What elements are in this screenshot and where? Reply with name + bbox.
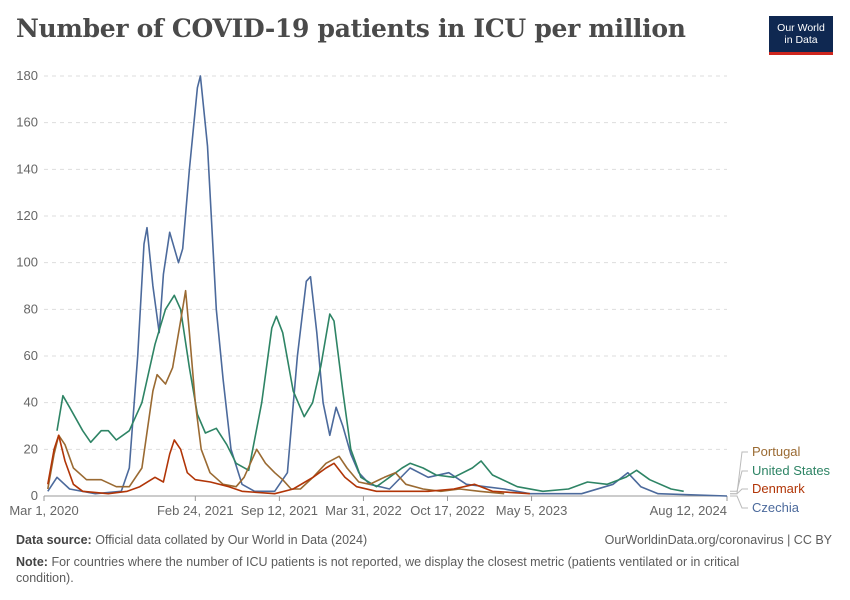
legend-label-denmark[interactable]: Denmark (752, 481, 805, 496)
owid-logo[interactable]: Our World in Data (769, 16, 833, 55)
legend-connector (730, 451, 748, 495)
y-tick-label: 80 (24, 301, 38, 316)
y-tick-label: 40 (24, 395, 38, 410)
x-tick-label: May 5, 2023 (496, 503, 568, 518)
logo-line-1: Our World (777, 22, 825, 34)
chart-note: Note: For countries where the number of … (16, 554, 776, 586)
x-tick-labels: Mar 1, 2020 Feb 24, 2021 Sep 12, 2021 Mar 3… (9, 496, 728, 518)
y-tick-label: 160 (16, 115, 38, 130)
y-tick-label: 180 (16, 68, 38, 83)
legend: Portugal United States Denmark Czechia (730, 444, 831, 515)
x-tick-label: Oct 17, 2022 (410, 503, 484, 518)
legend-label-portugal[interactable]: Portugal (752, 444, 801, 459)
y-tick-labels: 0 20 40 60 80 100 120 140 160 180 (16, 68, 38, 503)
note-text: For countries where the number of ICU pa… (16, 555, 740, 585)
x-tick-label: Mar 31, 2022 (325, 503, 402, 518)
x-tick-label: Mar 1, 2020 (9, 503, 78, 518)
chart-title: Number of COVID-19 patients in ICU per m… (16, 14, 686, 43)
source-text: Official data collated by Our World in D… (95, 533, 368, 547)
y-tick-label: 20 (24, 441, 38, 456)
legend-label-united-states[interactable]: United States (752, 463, 831, 478)
y-tick-label: 140 (16, 161, 38, 176)
source-label: Data source: (16, 533, 92, 547)
y-tick-label: 120 (16, 208, 38, 223)
series-line-united-states[interactable] (56, 294, 684, 493)
legend-connector (730, 488, 748, 495)
x-tick-label: Aug 12, 2024 (650, 503, 727, 518)
y-tick-label: 0 (31, 488, 38, 503)
series-line-portugal[interactable] (47, 289, 505, 495)
y-tick-label: 100 (16, 255, 38, 270)
line-chart: 0 20 40 60 80 100 120 140 160 180 Mar 1, 2020 Feb … (9, 68, 831, 518)
series-lines (47, 75, 728, 497)
source-link[interactable]: OurWorldinData.org/coronavirus | CC BY (604, 533, 832, 547)
legend-label-czechia[interactable]: Czechia (752, 500, 800, 515)
data-source: Data source: Official data collated by O… (16, 533, 367, 547)
legend-connector (730, 495, 748, 509)
legend-connector (730, 470, 748, 492)
note-label: Note: (16, 555, 48, 569)
grid-lines (44, 75, 727, 497)
series-line-denmark[interactable] (47, 434, 530, 495)
series-line-czechia[interactable] (47, 75, 728, 497)
logo-line-2: in Data (784, 34, 818, 46)
x-tick-label: Feb 24, 2021 (157, 503, 234, 518)
x-tick-label: Sep 12, 2021 (241, 503, 318, 518)
y-tick-label: 60 (24, 348, 38, 363)
